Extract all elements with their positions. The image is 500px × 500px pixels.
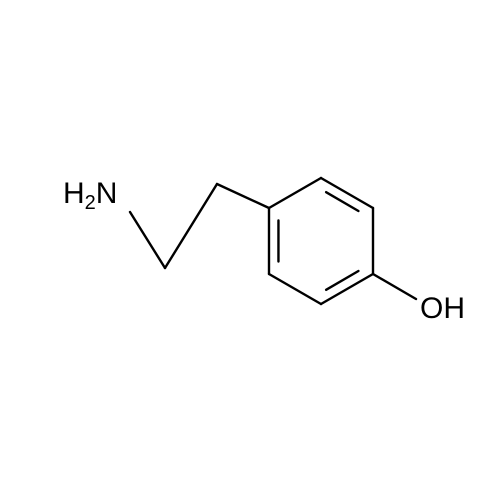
molecule-diagram: H2N OH: [0, 0, 500, 500]
hydroxyl-label: OH: [420, 292, 465, 325]
amine-label: H2N: [63, 177, 117, 214]
